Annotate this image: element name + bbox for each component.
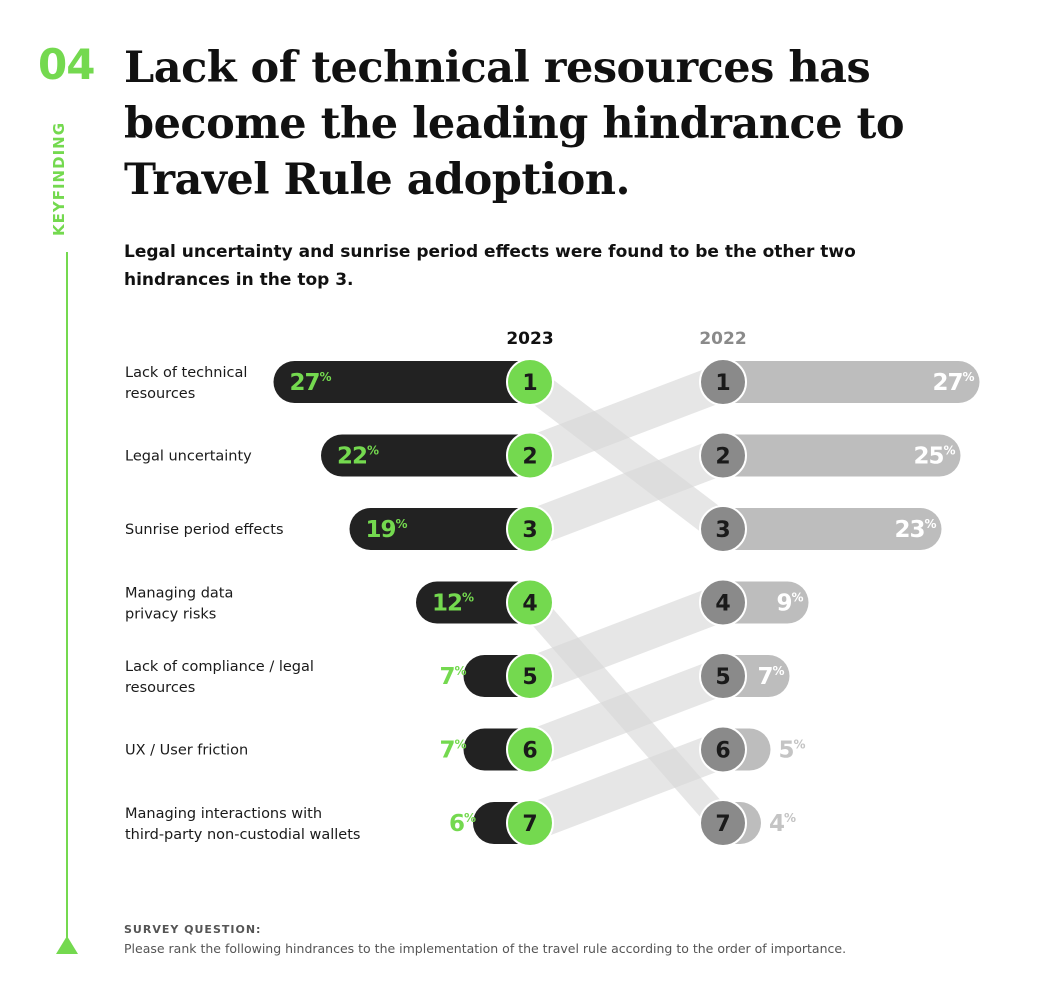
timeline-arrow-icon <box>56 936 78 954</box>
timeline-line <box>66 252 68 940</box>
value-label-2022: 27% <box>932 370 974 396</box>
category-label: Sunrise period effects <box>125 522 284 538</box>
rank-change-band <box>530 729 723 843</box>
section-number: 04 <box>38 40 95 89</box>
rank-circle-2022 <box>699 652 747 700</box>
bar-2023 <box>349 508 540 550</box>
column-header-2022: 2022 <box>699 329 746 349</box>
rank-number-2022: 5 <box>715 665 730 690</box>
rank-circle-2023 <box>506 578 554 627</box>
category-label: Managing data privacy risks <box>125 586 233 623</box>
rank-number-2022: 2 <box>715 445 730 470</box>
value-label-2023: 19% <box>366 517 408 543</box>
keyfinding-tag: KEYFINDING <box>50 121 68 236</box>
rank-circle-2022 <box>699 358 747 406</box>
bar-2022 <box>713 361 980 403</box>
value-label-2022: 25% <box>913 444 955 470</box>
rank-number-2023: 5 <box>522 665 537 690</box>
rank-number-2023: 7 <box>522 812 537 837</box>
value-label-2023: 12% <box>432 591 474 617</box>
category-label: Lack of compliance / legal resources <box>125 659 314 696</box>
value-label-2022: 4% <box>769 811 796 837</box>
rank-number-2022: 3 <box>715 518 730 543</box>
page-subtitle: Legal uncertainty and sunrise period eff… <box>124 242 856 290</box>
rank-circle-2022 <box>699 431 747 480</box>
rank-number-2022: 1 <box>715 371 730 396</box>
bar-2023 <box>273 361 540 403</box>
rank-circle-2022 <box>699 725 747 774</box>
rank-change-band <box>530 362 723 476</box>
page-title: Lack of technical resources has become t… <box>124 43 905 205</box>
bar-2022 <box>713 434 961 477</box>
rank-number-2023: 4 <box>522 592 537 617</box>
value-label-2023: 27% <box>290 370 332 396</box>
value-label-2022: 23% <box>894 517 936 543</box>
rank-circle-2022 <box>699 799 747 847</box>
rank-circle-2023 <box>506 725 554 774</box>
category-label: Managing interactions with third-party no… <box>125 806 360 843</box>
rank-number-2023: 1 <box>522 371 537 396</box>
column-header-2023: 2023 <box>506 329 553 349</box>
bar-2022 <box>713 508 942 550</box>
rank-number-2023: 6 <box>522 739 537 764</box>
value-label-2023: 6% <box>449 811 476 837</box>
rank-circle-2022 <box>699 578 747 627</box>
rank-number-2023: 3 <box>522 518 537 543</box>
value-label-2022: 7% <box>757 664 784 690</box>
category-label: UX / User friction <box>125 743 248 759</box>
value-label-2023: 7% <box>439 738 466 764</box>
rank-circle-2023 <box>506 799 554 847</box>
rank-number-2022: 7 <box>715 812 730 837</box>
rank-change-band <box>530 362 723 549</box>
rank-circle-2023 <box>506 505 554 553</box>
rank-change-band <box>530 582 723 696</box>
value-label-2023: 22% <box>337 444 379 470</box>
survey-question-label: SURVEY QUESTION: <box>124 923 262 936</box>
survey-question-text: Please rank the following hindrances to … <box>124 941 847 956</box>
category-label: Legal uncertainty <box>125 449 252 465</box>
value-label-2022: 5% <box>779 738 806 764</box>
rank-number-2022: 6 <box>715 739 730 764</box>
rank-change-band <box>530 656 723 770</box>
rank-circle-2023 <box>506 358 554 406</box>
value-label-2023: 7% <box>439 664 466 690</box>
category-label: Lack of technical resources <box>125 365 247 402</box>
rank-circle-2022 <box>699 505 747 553</box>
value-label-2022: 9% <box>776 591 803 617</box>
rank-circle-2023 <box>506 652 554 700</box>
rank-number-2023: 2 <box>522 445 537 470</box>
bar-2023 <box>321 434 540 477</box>
rank-circle-2023 <box>506 431 554 480</box>
rank-change-band <box>530 435 723 549</box>
rank-number-2022: 4 <box>715 592 730 617</box>
